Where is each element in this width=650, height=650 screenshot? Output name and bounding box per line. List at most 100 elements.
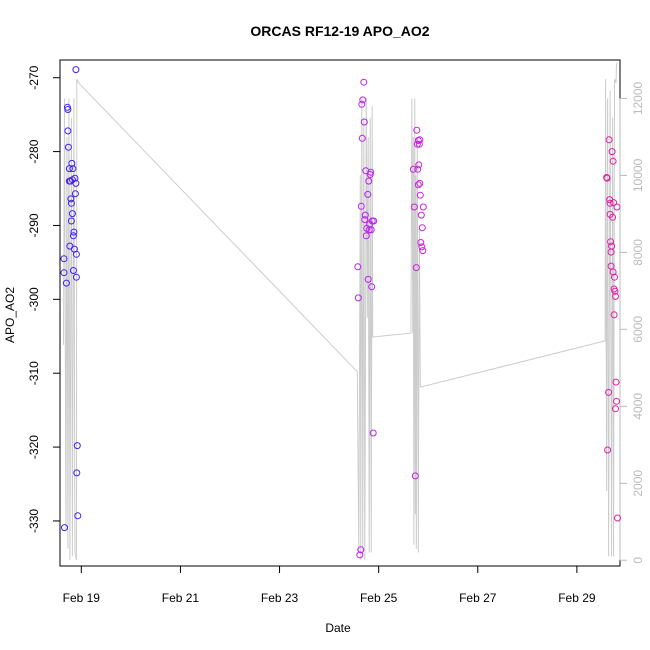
y2-tick-label: 4000 — [631, 393, 645, 420]
data-point — [64, 143, 72, 151]
data-point — [71, 190, 79, 198]
data-point — [412, 264, 420, 272]
data-point — [369, 429, 377, 437]
data-point — [357, 202, 365, 210]
data-point — [419, 247, 427, 255]
data-point — [415, 140, 423, 148]
data-point — [69, 232, 77, 240]
data-point — [417, 211, 425, 219]
data-point — [414, 165, 422, 173]
data-point — [418, 224, 426, 232]
plot-area: Feb 19 Feb 21 Feb 23 Feb 25 Feb 27 Feb 29 -270… — [27, 59, 645, 605]
y2-tick-label: 6000 — [631, 316, 645, 343]
y2-tick-label: 10000 — [631, 158, 645, 192]
data-point — [358, 100, 366, 108]
data-point — [409, 165, 417, 173]
data-point — [69, 165, 77, 173]
data-point — [414, 181, 422, 189]
y-axis-label: APO_AO2 — [3, 287, 17, 343]
data-point — [612, 405, 619, 413]
x-axis-label: Date — [325, 621, 351, 635]
data-point — [417, 239, 425, 246]
data-point — [359, 96, 367, 104]
data-point — [415, 161, 423, 169]
y2-tick-label: 12000 — [631, 81, 645, 115]
data-point — [605, 136, 613, 144]
data-point — [72, 179, 80, 187]
data-point — [411, 472, 419, 480]
data-point — [609, 213, 617, 221]
data-point — [608, 242, 616, 250]
data-point — [361, 211, 369, 219]
x-tick-label: Feb 19 — [63, 591, 101, 605]
data-point — [68, 210, 76, 218]
data-point — [64, 106, 72, 113]
data-point — [73, 442, 81, 450]
data-point — [611, 273, 618, 281]
x-tick-label: Feb 29 — [558, 591, 596, 605]
data-point — [67, 195, 75, 203]
y-tick-label: -280 — [27, 139, 41, 163]
data-point — [364, 190, 372, 198]
x-tick-label: Feb 23 — [261, 591, 299, 605]
data-point — [362, 167, 370, 175]
data-point — [354, 263, 362, 271]
data-point — [74, 512, 82, 520]
y-tick-label: -320 — [27, 435, 41, 459]
data-point — [367, 226, 375, 234]
data-point — [61, 524, 68, 532]
data-point — [613, 203, 621, 211]
data-point — [610, 199, 618, 207]
y-tick-label: -330 — [27, 509, 41, 533]
data-point — [413, 126, 421, 134]
data-point — [605, 388, 613, 396]
data-point — [609, 157, 617, 165]
data-point — [604, 446, 612, 454]
data-point — [64, 127, 72, 135]
data-point — [368, 283, 376, 291]
data-point — [603, 174, 611, 182]
data-point — [612, 292, 619, 300]
data-point — [71, 174, 79, 182]
y-tick-label: -300 — [27, 287, 41, 311]
data-point — [360, 118, 368, 126]
data-point — [357, 546, 365, 554]
y-tick-label: -270 — [27, 65, 41, 89]
data-point — [72, 66, 80, 74]
data-point — [72, 273, 80, 281]
data-point — [611, 287, 619, 295]
y-tick-label: -310 — [27, 361, 41, 385]
data-point — [609, 268, 617, 276]
data-point — [607, 262, 615, 270]
data-point — [614, 514, 621, 522]
x-tick-label: Feb 25 — [360, 591, 398, 605]
data-point — [608, 148, 616, 156]
data-point — [607, 238, 615, 246]
data-point — [67, 199, 75, 207]
x-tick-label: Feb 21 — [162, 591, 200, 605]
data-point — [360, 78, 368, 86]
y-tick-label: -290 — [27, 213, 41, 237]
data-point — [410, 203, 418, 211]
data-point — [416, 179, 424, 187]
y2-tick-label: 8000 — [631, 239, 645, 266]
data-point — [606, 199, 614, 207]
data-point — [613, 397, 620, 405]
data-point — [70, 228, 78, 236]
data-point — [60, 269, 68, 277]
data-point — [72, 250, 80, 258]
data-point — [418, 243, 426, 251]
data-point — [358, 134, 366, 142]
data-point — [416, 136, 424, 144]
data-point — [60, 255, 68, 263]
y2-tick-label: 0 — [631, 557, 645, 564]
data-point — [361, 216, 369, 224]
data-point — [365, 177, 373, 185]
data-point — [73, 469, 81, 477]
y2-tick-label: 2000 — [631, 470, 645, 497]
data-point — [362, 232, 370, 240]
data-point — [370, 217, 378, 225]
data-point — [612, 378, 620, 386]
